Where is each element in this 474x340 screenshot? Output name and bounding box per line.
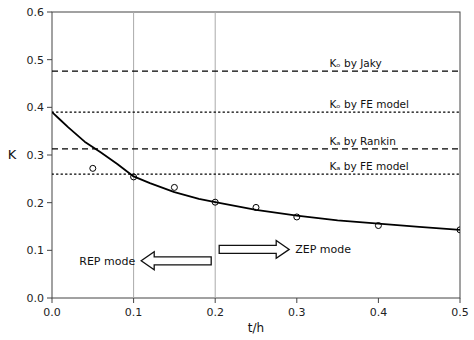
reference-line-label: Kₒ by FE model — [329, 98, 409, 110]
reference-line — [52, 71, 460, 72]
x-tick-label: 0.1 — [125, 306, 143, 319]
x-tick — [133, 298, 134, 303]
y-tick-label: 0.0 — [27, 292, 45, 305]
plot-frame — [52, 12, 460, 298]
y-axis-label: K — [8, 147, 17, 162]
y-tick — [47, 12, 52, 13]
x-tick — [460, 298, 461, 303]
y-tick-label: 0.4 — [27, 101, 45, 114]
y-tick-label: 0.1 — [27, 244, 45, 257]
curve — [52, 112, 460, 230]
mode-arrow — [141, 252, 211, 270]
reference-line-label: Kₐ by Rankin — [329, 135, 395, 147]
reference-labels: Kₒ by Jaky Kₒ by FE model Kₐ by Rankin Kₐ b… — [329, 57, 409, 172]
x-tick — [215, 298, 216, 303]
scatter-point — [457, 227, 460, 233]
reference-line-label: Kₒ by Jaky — [329, 57, 381, 69]
scatter-point — [294, 214, 300, 220]
x-tick — [378, 298, 379, 303]
mode-label: ZEP mode — [295, 243, 351, 256]
y-tick — [47, 155, 52, 156]
reference-line — [52, 148, 460, 149]
x-tick-label: 0.5 — [451, 306, 469, 319]
x-tick — [296, 298, 297, 303]
y-tick-label: 0.6 — [27, 6, 45, 19]
y-tick — [47, 202, 52, 203]
y-tick-label: 0.5 — [27, 54, 45, 67]
scatter-point — [171, 184, 177, 190]
reference-line — [52, 111, 460, 112]
reference-line — [52, 173, 460, 174]
x-tick-label: 0.3 — [288, 306, 306, 319]
scatter-point — [253, 204, 259, 210]
scatter-point — [212, 199, 218, 205]
annotations: REP mode ZEP mode — [79, 240, 351, 269]
x-axis-label: t/h — [248, 321, 264, 335]
x-tick-label: 0.0 — [43, 306, 61, 319]
chart: 0.0 0.1 0.2 0.3 0.4 0.5 0.0 0.1 0.2 0.3 0.4 0.5 0.6 t… — [0, 0, 474, 340]
axes: 0.0 0.1 0.2 0.3 0.4 0.5 0.0 0.1 0.2 0.3 0.4 0.5 0.6 — [27, 6, 469, 319]
x-tick-label: 0.2 — [206, 306, 224, 319]
scatter-point — [131, 174, 137, 180]
y-tick-label: 0.3 — [27, 149, 45, 162]
vertical-line — [215, 12, 216, 298]
mode-label: REP mode — [79, 255, 135, 268]
y-tick — [47, 107, 52, 108]
scatter-point — [90, 165, 96, 171]
mode-arrow — [219, 240, 289, 258]
y-tick — [47, 298, 52, 299]
x-tick-label: 0.4 — [370, 306, 388, 319]
x-tick — [52, 298, 53, 303]
y-tick — [47, 250, 52, 251]
reference-line-label: Kₐ by FE model — [329, 160, 408, 172]
y-tick — [47, 59, 52, 60]
scatter-point — [375, 223, 381, 229]
y-tick-label: 0.2 — [27, 197, 45, 210]
plot-area — [52, 12, 460, 298]
